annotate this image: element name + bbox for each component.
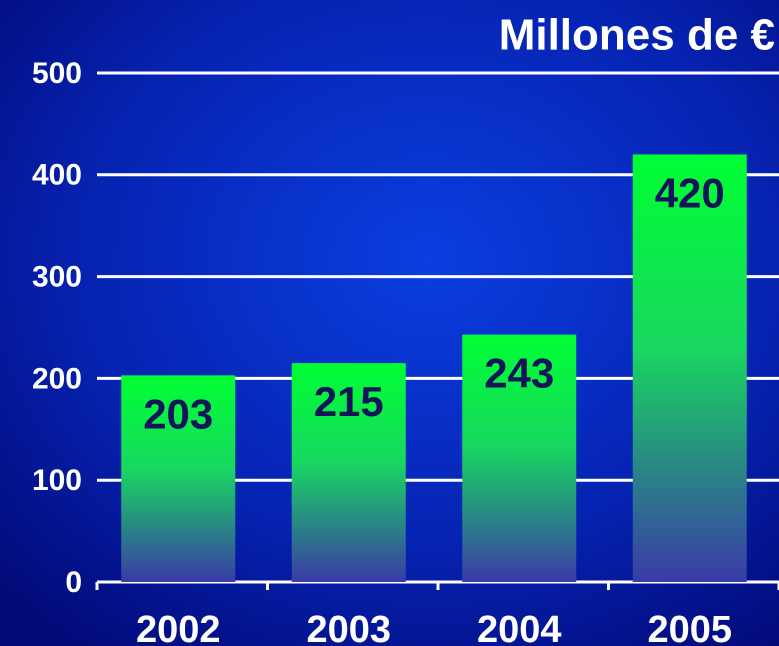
x-tick-label: 2003 <box>306 609 391 646</box>
bar <box>462 334 577 582</box>
bar <box>121 375 236 582</box>
data-label: 243 <box>484 350 554 397</box>
y-tick-label: 400 <box>32 159 82 192</box>
y-tick-label: 300 <box>32 261 82 294</box>
data-label: 420 <box>655 170 725 217</box>
data-label: 203 <box>143 390 213 437</box>
y-tick-label: 0 <box>65 566 82 599</box>
bar <box>291 363 406 582</box>
y-tick-label: 100 <box>32 464 82 497</box>
y-tick-label: 200 <box>32 362 82 395</box>
y-tick-label: 500 <box>32 57 82 90</box>
x-tick-label: 2005 <box>647 609 732 646</box>
x-tick-label: 2002 <box>136 609 221 646</box>
chart-title: Millones de € <box>499 11 775 60</box>
x-tick-label: 2004 <box>477 609 562 646</box>
data-label: 215 <box>314 378 384 425</box>
bar <box>632 154 747 582</box>
